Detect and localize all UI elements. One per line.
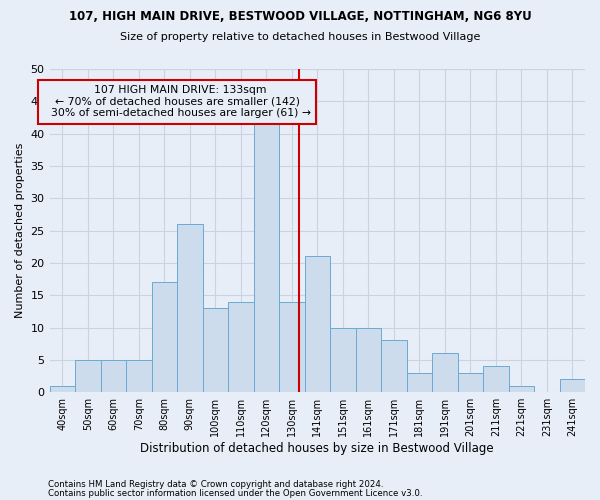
Bar <box>101 360 126 392</box>
Text: Size of property relative to detached houses in Bestwood Village: Size of property relative to detached ho… <box>120 32 480 42</box>
Bar <box>50 386 75 392</box>
X-axis label: Distribution of detached houses by size in Bestwood Village: Distribution of detached houses by size … <box>140 442 494 455</box>
Bar <box>279 302 305 392</box>
Bar <box>407 373 432 392</box>
Bar <box>305 256 330 392</box>
Bar <box>458 373 483 392</box>
Text: 107, HIGH MAIN DRIVE, BESTWOOD VILLAGE, NOTTINGHAM, NG6 8YU: 107, HIGH MAIN DRIVE, BESTWOOD VILLAGE, … <box>68 10 532 23</box>
Bar <box>177 224 203 392</box>
Text: 107 HIGH MAIN DRIVE: 133sqm
← 70% of detached houses are smaller (142)
  30% of : 107 HIGH MAIN DRIVE: 133sqm ← 70% of det… <box>44 85 311 118</box>
Bar <box>432 354 458 392</box>
Bar <box>254 120 279 392</box>
Text: Contains HM Land Registry data © Crown copyright and database right 2024.: Contains HM Land Registry data © Crown c… <box>48 480 383 489</box>
Bar <box>228 302 254 392</box>
Text: Contains public sector information licensed under the Open Government Licence v3: Contains public sector information licen… <box>48 490 422 498</box>
Bar <box>560 380 585 392</box>
Bar <box>330 328 356 392</box>
Bar <box>203 308 228 392</box>
Bar <box>381 340 407 392</box>
Y-axis label: Number of detached properties: Number of detached properties <box>15 143 25 318</box>
Bar <box>126 360 152 392</box>
Bar <box>356 328 381 392</box>
Bar <box>75 360 101 392</box>
Bar <box>152 282 177 392</box>
Bar <box>509 386 534 392</box>
Bar <box>483 366 509 392</box>
